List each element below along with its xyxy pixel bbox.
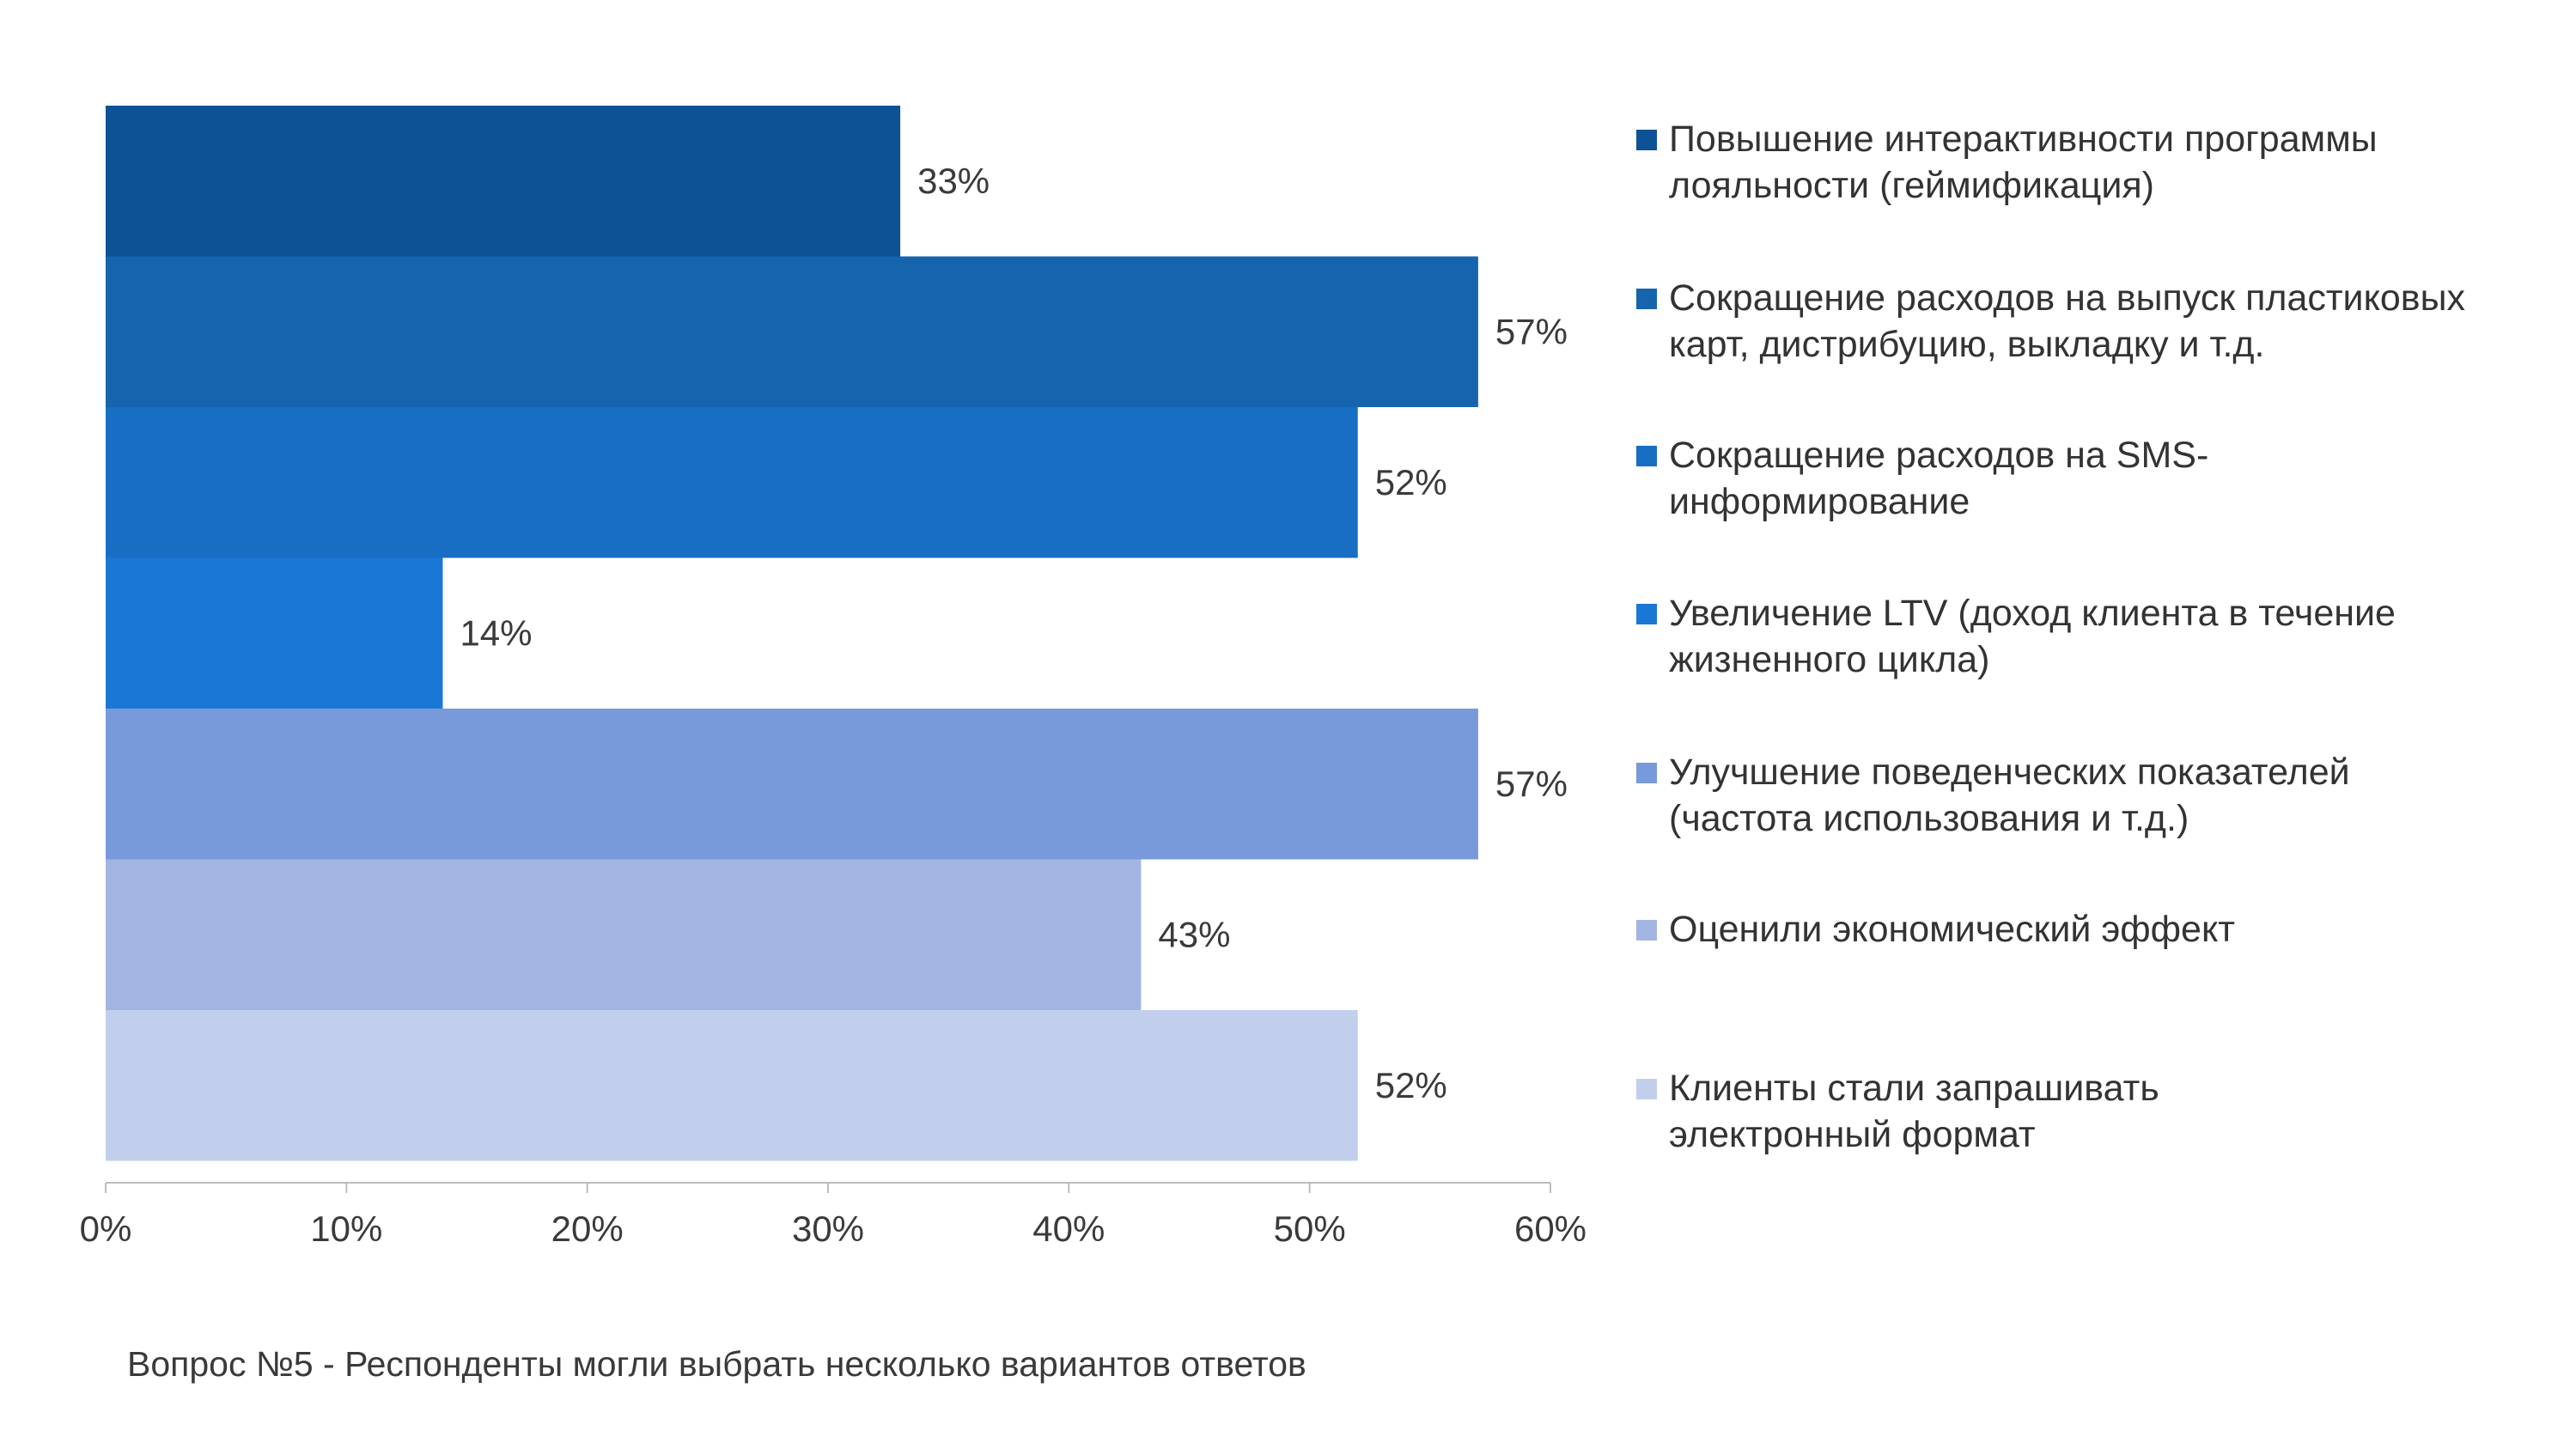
legend-item-1: Повышение интерактивности программы лоял… (1636, 116, 2547, 209)
bars-group: 33% 57% 52% 14% 57% 43% 52% (106, 106, 1568, 1161)
bar-2 (106, 256, 1478, 407)
bar-value-label-4: 14% (460, 612, 532, 653)
legend-item-6: Оценили экономический эффект (1636, 906, 2547, 953)
legend-label-3: Сокращение расходов на SMS- информирован… (1669, 435, 2209, 522)
legend-swatch-1 (1636, 130, 1657, 150)
legend-item-3: Сокращение расходов на SMS- информирован… (1636, 432, 2547, 525)
legend-swatch-5 (1636, 763, 1657, 783)
x-tick-label-0: 0% (80, 1209, 132, 1249)
legend-swatch-7 (1636, 1079, 1657, 1099)
legend-label-2: Сокращение расходов на выпуск пластиковы… (1669, 277, 2466, 365)
x-tick-label-6: 60% (1514, 1209, 1586, 1249)
legend-swatch-4 (1636, 604, 1657, 624)
bar-1 (106, 106, 901, 257)
legend-item-2: Сокращение расходов на выпуск пластиковы… (1636, 275, 2547, 368)
legend-item-5: Улучшение поведенческих показателей (час… (1636, 749, 2547, 842)
x-tick-label-2: 20% (551, 1209, 624, 1249)
legend-label-1: Повышение интерактивности программы лоял… (1669, 119, 2378, 206)
legend-label-6: Оценили экономический эффект (1669, 909, 2235, 950)
legend-label-4: Увеличение LTV (доход клиента в течение … (1669, 593, 2396, 680)
bar-value-label-2: 57% (1495, 311, 1568, 351)
bar-3 (106, 407, 1358, 558)
legend-label-5: Улучшение поведенческих показателей (час… (1669, 752, 2350, 839)
legend-swatch-6 (1636, 920, 1657, 941)
legend-swatch-2 (1636, 289, 1657, 309)
bar-5 (106, 709, 1478, 860)
x-tick-label-3: 30% (792, 1209, 864, 1249)
x-tick-label-1: 10% (310, 1209, 382, 1249)
legend-item-7: Клиенты стали запрашивать электронный фо… (1636, 1065, 2547, 1158)
bar-4 (106, 557, 443, 709)
bar-value-label-3: 52% (1375, 462, 1447, 502)
x-tick-label-4: 40% (1032, 1209, 1105, 1249)
bar-value-label-5: 57% (1495, 764, 1568, 804)
legend-item-4: Увеличение LTV (доход клиента в течение … (1636, 590, 2547, 683)
x-tick-label-5: 50% (1274, 1209, 1346, 1249)
legend-label-7: Клиенты стали запрашивать электронный фо… (1669, 1068, 2159, 1155)
x-axis: 0% 10% 20% 30% 40% 50% 60% (80, 1182, 1586, 1249)
footnote: Вопрос №5 - Респонденты могли выбрать не… (127, 1344, 1306, 1384)
bar-7 (106, 1010, 1358, 1161)
bar-value-label-6: 43% (1158, 914, 1230, 954)
bar-value-label-1: 33% (917, 161, 990, 201)
legend-swatch-3 (1636, 446, 1657, 466)
bar-6 (106, 859, 1142, 1010)
bar-value-label-7: 52% (1375, 1065, 1447, 1105)
